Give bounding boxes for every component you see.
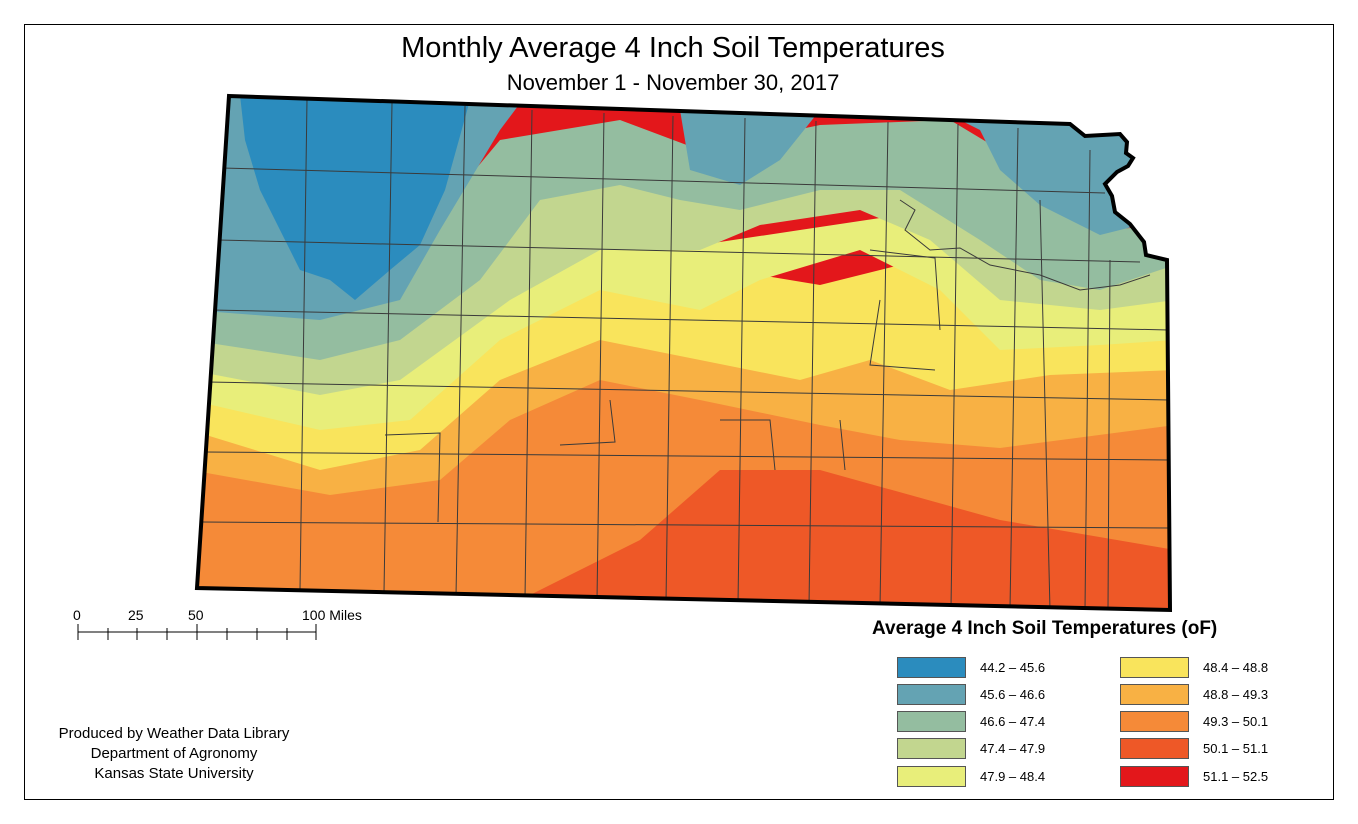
legend-item: 48.4 – 48.8 [1120, 656, 1268, 678]
legend-label: 45.6 – 46.6 [980, 686, 1046, 702]
legend-label: 48.8 – 49.3 [1203, 686, 1269, 702]
county-notch-lines [384, 249, 941, 523]
legend-swatch [897, 737, 966, 759]
legend-title: Average 4 Inch Soil Temperatures (oF) [872, 618, 1218, 639]
map-subtitle: November 1 - November 30, 2017 [506, 70, 840, 95]
legend-item: 51.1 – 52.5 [1120, 765, 1268, 787]
legend-item: 47.4 – 47.9 [897, 737, 1045, 759]
legend-item: 45.6 – 46.6 [897, 683, 1045, 705]
scale-label-100: 100 Miles [302, 607, 362, 623]
scale-label-50: 50 [188, 607, 204, 623]
map-title: Monthly Average 4 Inch Soil Temperatures [401, 32, 945, 64]
band-47-9-48-4 [197, 200, 1170, 460]
county-lines [201, 98, 1170, 610]
legend-label: 49.3 – 50.1 [1203, 713, 1269, 729]
scale-bar [77, 624, 317, 640]
credits: Produced by Weather Data Library Departm… [24, 724, 324, 784]
legend-swatch [1120, 683, 1189, 705]
legend-swatch [1120, 656, 1189, 678]
legend-item: 50.1 – 51.1 [1120, 737, 1268, 759]
credits-line: Produced by Weather Data Library [58, 725, 290, 742]
credits-line: Department of Agronomy [90, 745, 258, 762]
credits-line: Kansas State University [94, 765, 254, 782]
legend-swatch [1120, 737, 1189, 759]
county-column-lines [299, 98, 1111, 610]
band-46-6-47-4 [197, 120, 1170, 390]
legend-swatch [897, 656, 966, 678]
legend-item: 46.6 – 47.4 [897, 710, 1045, 732]
legend-swatch [1120, 710, 1189, 732]
legend-swatch [897, 765, 966, 787]
band-48-4-48-8 [197, 260, 1170, 500]
legend-item: 48.8 – 49.3 [1120, 683, 1268, 705]
county-row-lines [201, 167, 1170, 529]
legend-item: 47.9 – 48.4 [897, 765, 1045, 787]
legend-swatch [897, 710, 966, 732]
scale-label-25: 25 [128, 607, 144, 623]
legend-label: 46.6 – 47.4 [980, 713, 1046, 729]
band-47-4-47-9 [197, 150, 1170, 420]
legend-item: 49.3 – 50.1 [1120, 710, 1268, 732]
river-boundary-line [899, 199, 1151, 291]
legend-label: 50.1 – 51.1 [1203, 740, 1269, 756]
legend-swatch [897, 683, 966, 705]
legend-label: 47.9 – 48.4 [980, 768, 1046, 784]
legend-label: 47.4 – 47.9 [980, 740, 1046, 756]
legend-label: 44.2 – 45.6 [980, 659, 1046, 675]
map-frame [24, 24, 1334, 800]
temperature-bands [197, 96, 1170, 610]
legend-item: 44.2 – 45.6 [897, 656, 1045, 678]
legend-label: 48.4 – 48.8 [1203, 659, 1269, 675]
scale-label-0: 0 [73, 607, 81, 623]
legend-label: 51.1 – 52.5 [1203, 768, 1269, 784]
band-44-2-45-6 [240, 96, 470, 300]
legend-swatch [1120, 765, 1189, 787]
